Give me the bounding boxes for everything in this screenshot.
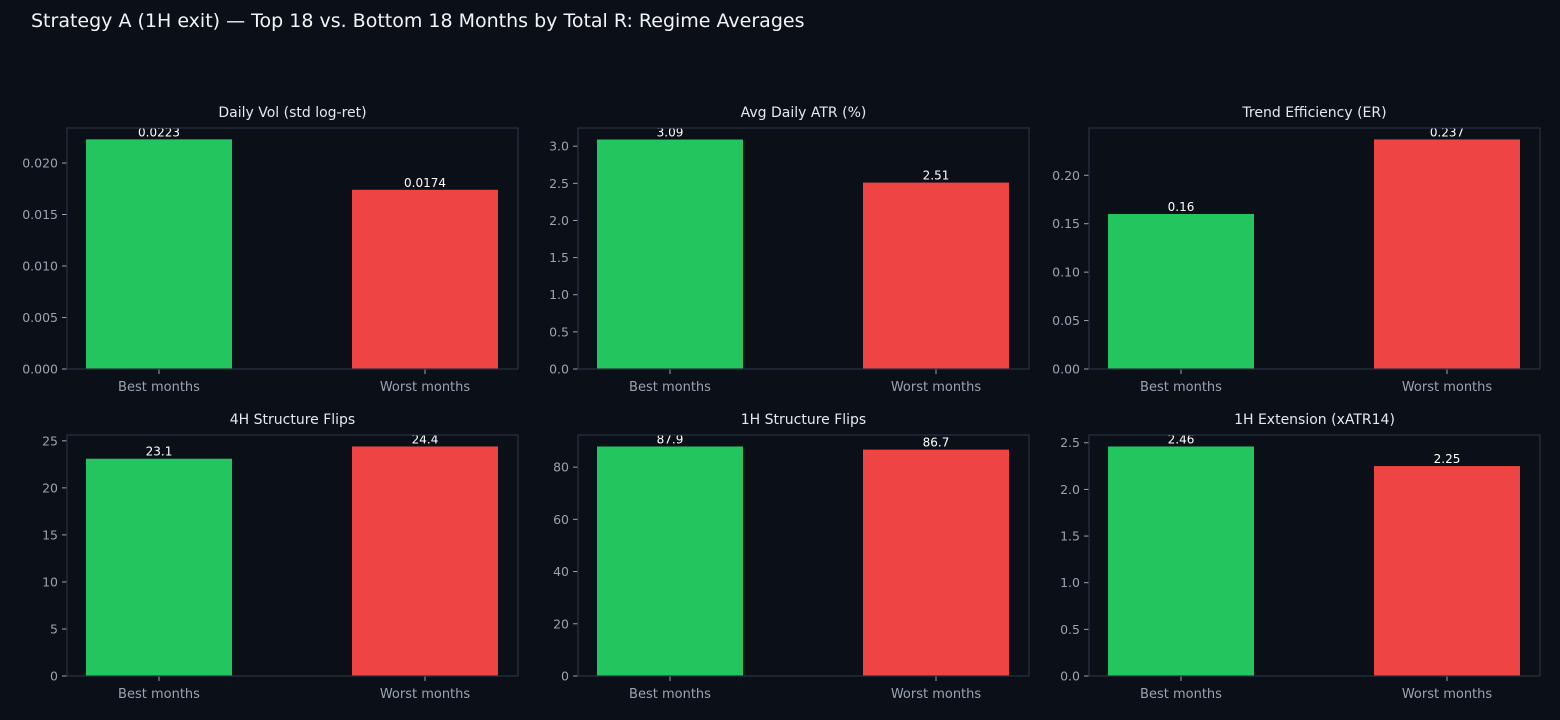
y-tick-label: 0.005 <box>22 310 58 325</box>
bar-best <box>1108 446 1254 676</box>
data-label: 23.1 <box>146 445 173 459</box>
figure-title: Strategy A (1H exit) — Top 18 vs. Bottom… <box>31 10 805 32</box>
x-tick-label: Best months <box>118 687 200 702</box>
y-tick-label: 2.0 <box>1060 482 1080 497</box>
bar-worst <box>1374 139 1520 369</box>
y-tick-label: 0.015 <box>22 207 58 222</box>
x-tick-label: Best months <box>629 380 711 395</box>
plot-frame <box>1088 127 1541 370</box>
data-label: 0.16 <box>1168 200 1195 214</box>
chart-title: Trend Efficiency (ER) <box>1241 105 1386 121</box>
data-label: 2.51 <box>923 169 950 183</box>
x-tick-label: Best months <box>1140 380 1222 395</box>
y-tick-label: 1.5 <box>1060 529 1080 544</box>
x-tick-label: Best months <box>629 687 711 702</box>
x-tick-label: Worst months <box>380 687 471 702</box>
y-tick-label: 20 <box>553 616 569 631</box>
chart-panel-2: Avg Daily ATR (%) 3.09 Best months 2.51 Wors… <box>549 105 1030 395</box>
x-tick-label: Best months <box>1140 687 1222 702</box>
y-tick-label: 5 <box>50 621 58 636</box>
y-tick-label: 15 <box>42 527 58 542</box>
y-tick-label: 0.0 <box>1060 669 1080 684</box>
y-tick-label: 0.20 <box>1052 168 1080 183</box>
data-label: 2.46 <box>1168 432 1195 446</box>
data-label: 24.4 <box>412 432 439 446</box>
data-label: 2.25 <box>1434 452 1461 466</box>
bar-best <box>597 446 743 676</box>
x-tick-label: Best months <box>118 380 200 395</box>
y-tick-label: 2.5 <box>1060 435 1080 450</box>
y-tick-label: 80 <box>553 460 569 475</box>
x-tick-label: Worst months <box>1402 687 1493 702</box>
chart-panel-3: Trend Efficiency (ER) 0.16 Best months 0.23… <box>1052 105 1541 395</box>
x-tick-label: Worst months <box>891 687 982 702</box>
y-tick-label: 25 <box>42 433 58 448</box>
bar-best <box>597 139 743 369</box>
plot-frame <box>66 127 519 370</box>
y-tick-label: 0 <box>50 669 58 684</box>
chart-title: 1H Structure Flips <box>741 412 866 428</box>
chart-panel-4: 4H Structure Flips 23.1 Best months 24.4 Wor… <box>42 412 519 702</box>
chart-panel-6: 1H Extension (xATR14) 2.46 Best months 2.25… <box>1060 412 1541 702</box>
y-tick-label: 3.0 <box>549 139 569 154</box>
bar-best <box>1108 214 1254 369</box>
data-label: 0.237 <box>1430 125 1464 139</box>
y-tick-label: 0 <box>561 669 569 684</box>
x-tick-label: Worst months <box>1402 380 1493 395</box>
plot-frame <box>66 434 519 677</box>
chart-panel-1: Daily Vol (std log-ret) 0.0223 Best months… <box>22 105 519 395</box>
y-tick-label: 0.010 <box>22 259 58 274</box>
y-tick-label: 1.5 <box>549 250 569 265</box>
y-tick-label: 2.0 <box>549 213 569 228</box>
y-tick-label: 0.5 <box>549 324 569 339</box>
y-tick-label: 1.0 <box>549 287 569 302</box>
bar-best <box>86 458 232 676</box>
y-tick-label: 0.5 <box>1060 622 1080 637</box>
y-tick-label: 0.000 <box>22 362 58 377</box>
y-tick-label: 0.15 <box>1052 216 1080 231</box>
data-label: 3.09 <box>657 126 684 140</box>
y-tick-label: 2.5 <box>549 176 569 191</box>
bar-worst <box>1374 466 1520 676</box>
chart-title: 4H Structure Flips <box>230 412 355 428</box>
bar-worst <box>352 446 498 676</box>
data-label: 0.0223 <box>138 125 180 139</box>
bar-best <box>86 139 232 369</box>
bar-worst <box>863 182 1009 369</box>
y-tick-label: 0.020 <box>22 156 58 171</box>
y-tick-label: 0.0 <box>549 362 569 377</box>
plot-frame <box>577 434 1030 677</box>
y-tick-label: 20 <box>42 480 58 495</box>
y-tick-label: 0.00 <box>1052 362 1080 377</box>
bar-worst <box>352 189 498 369</box>
y-tick-label: 1.0 <box>1060 575 1080 590</box>
data-label: 0.0174 <box>404 176 446 190</box>
data-label: 87.9 <box>657 432 684 446</box>
chart-title: 1H Extension (xATR14) <box>1234 412 1395 428</box>
chart-title: Avg Daily ATR (%) <box>741 105 867 121</box>
y-tick-label: 60 <box>553 512 569 527</box>
y-tick-label: 0.05 <box>1052 313 1080 328</box>
bar-worst <box>863 449 1009 676</box>
chart-panel-5: 1H Structure Flips 87.9 Best months 86.7 Wor… <box>553 412 1030 702</box>
y-tick-label: 0.10 <box>1052 265 1080 280</box>
plot-frame <box>577 127 1030 370</box>
y-tick-label: 40 <box>553 564 569 579</box>
data-label: 86.7 <box>923 436 950 450</box>
x-tick-label: Worst months <box>380 380 471 395</box>
x-tick-label: Worst months <box>891 380 982 395</box>
y-tick-label: 10 <box>42 574 58 589</box>
plot-frame <box>1088 434 1541 677</box>
chart-title: Daily Vol (std log-ret) <box>218 105 366 121</box>
